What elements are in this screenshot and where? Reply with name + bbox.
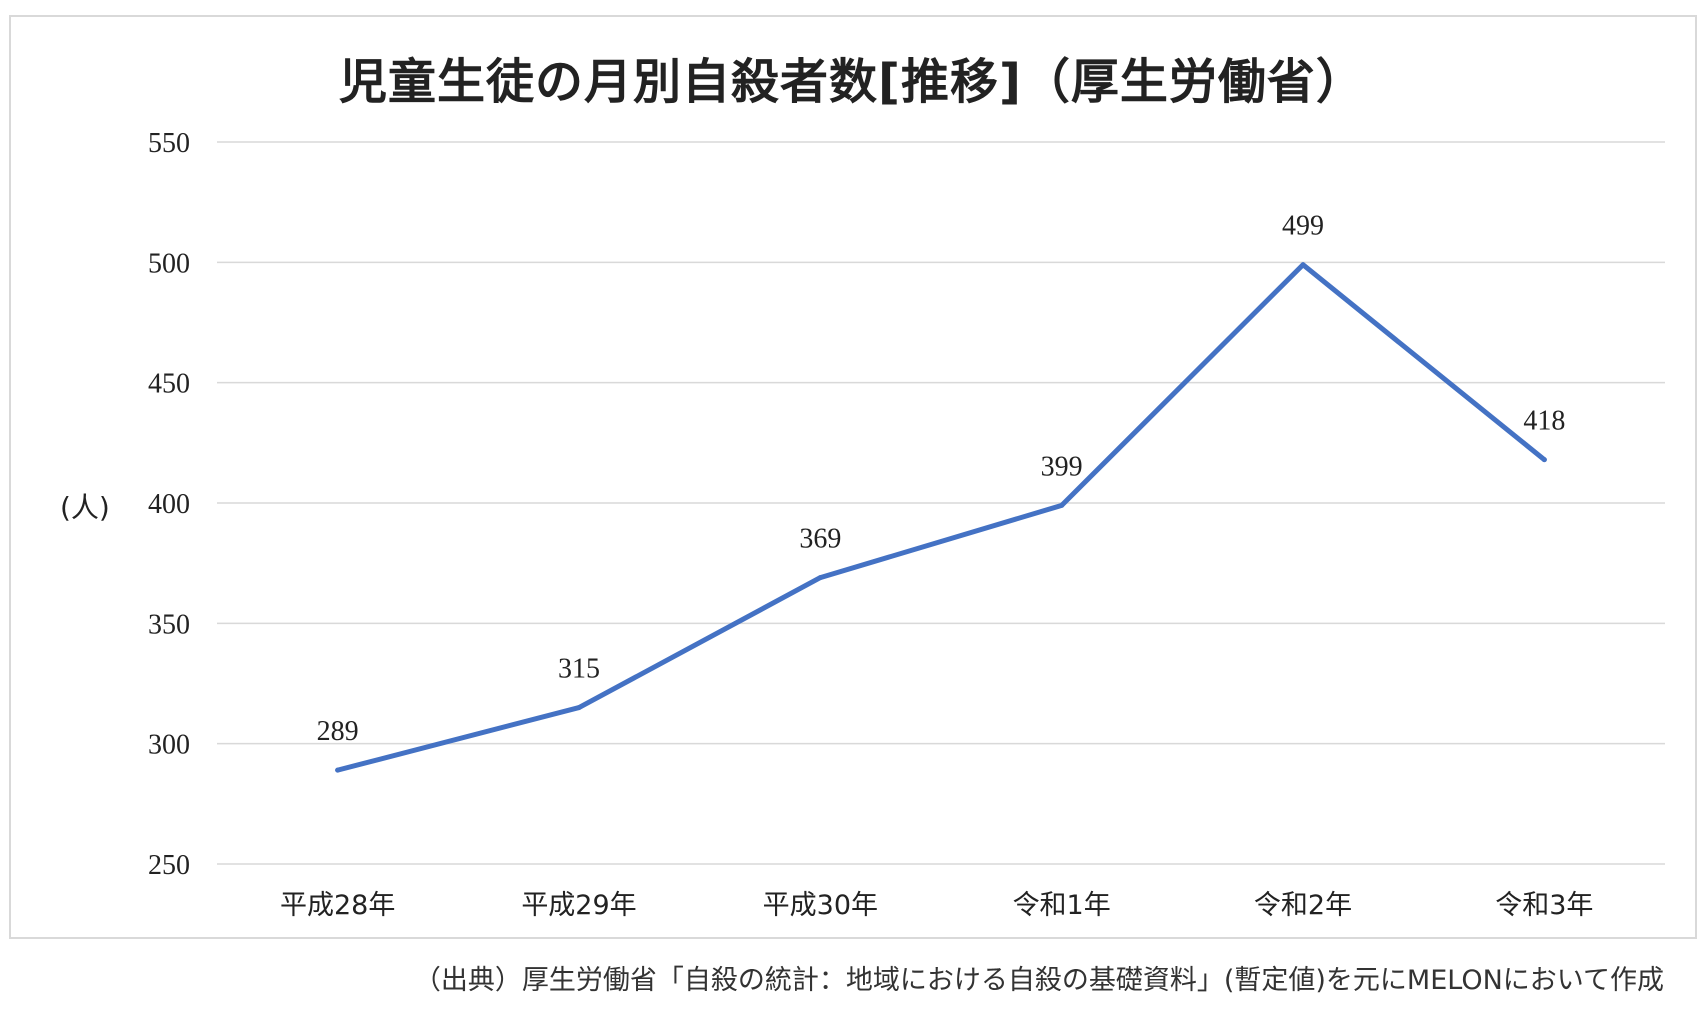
y-tick-label: 500 — [148, 248, 190, 279]
series-line-0 — [335, 262, 1547, 773]
x-tick-label: 平成30年 — [763, 890, 878, 921]
data-label: 289 — [317, 716, 359, 747]
x-tick-label: 令和2年 — [1254, 890, 1352, 921]
data-point — [817, 575, 823, 581]
y-tick-label: 250 — [148, 850, 190, 881]
data-label: 399 — [1041, 451, 1083, 482]
source-note: （出典）厚生労働省「自殺の統計：地域における自殺の基礎資料」(暫定値)を元にME… — [413, 965, 1664, 996]
data-point — [335, 767, 341, 773]
y-tick-label: 400 — [148, 489, 190, 520]
data-point — [1541, 457, 1547, 463]
y-tick-label: 300 — [148, 730, 190, 761]
data-point — [1300, 262, 1306, 268]
y-axis-ticks: 250 300 350 400 450 500 550 — [148, 128, 190, 881]
data-point — [576, 705, 582, 711]
y-tick-label: 550 — [148, 128, 190, 159]
data-point — [1059, 502, 1065, 508]
series-lines — [335, 262, 1547, 773]
y-tick-label: 350 — [148, 609, 190, 640]
x-tick-label: 令和1年 — [1013, 890, 1111, 921]
data-label: 369 — [799, 524, 841, 555]
y-axis-unit-label: (人) — [60, 491, 110, 524]
grid-lines — [217, 141, 1665, 865]
x-tick-label: 平成29年 — [521, 890, 636, 921]
data-label: 499 — [1282, 211, 1324, 242]
y-tick-label: 450 — [148, 369, 190, 400]
data-labels: 289 315 369 399 499 418 — [317, 211, 1566, 747]
x-tick-label: 令和3年 — [1495, 890, 1593, 921]
x-tick-label: 平成28年 — [280, 890, 395, 921]
x-axis-ticks: 平成28年 平成29年 平成30年 令和1年 令和2年 令和3年 — [280, 890, 1593, 921]
chart-title: 児童生徒の月別自殺者数[推移]（厚生労働省） — [339, 54, 1365, 110]
data-label: 418 — [1523, 406, 1565, 437]
chart-frame — [9, 15, 1697, 939]
data-label: 315 — [558, 654, 600, 685]
